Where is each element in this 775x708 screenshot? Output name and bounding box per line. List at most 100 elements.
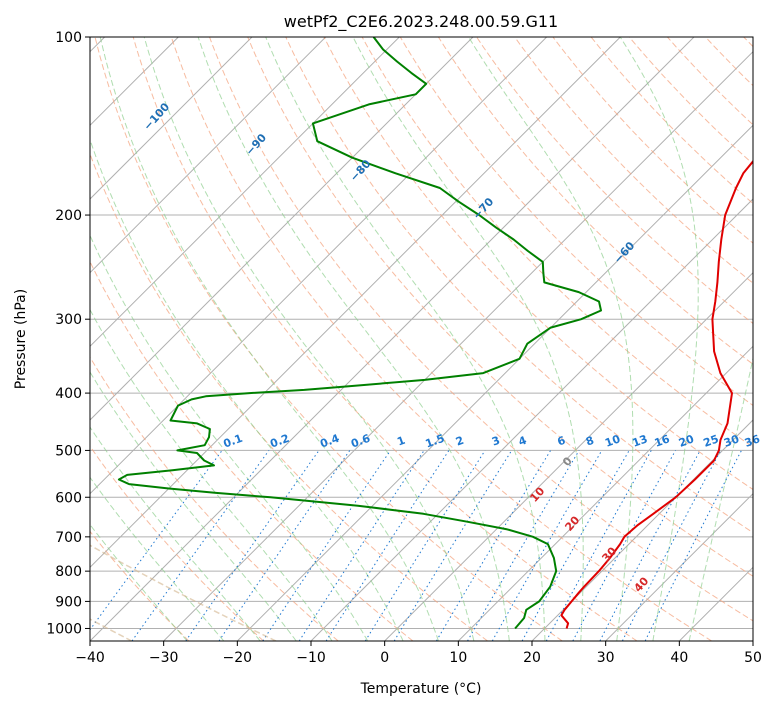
mixing-ratio-label: 30 (722, 432, 741, 450)
moist-adiabat (90, 234, 369, 641)
mixing-ratio-line (90, 450, 223, 631)
mixing-ratio-line (467, 450, 580, 641)
moist-adiabat (352, 37, 584, 641)
mixing-ratio-line (572, 450, 676, 641)
moist-adiabat (197, 37, 510, 641)
dry-adiabat (90, 260, 414, 641)
x-tick-label: −30 (149, 650, 179, 666)
y-axis-label: Pressure (hPa) (13, 289, 29, 389)
mixing-ratio-line (298, 450, 425, 641)
dry-adiabat (90, 152, 488, 641)
mixing-ratio-label: 4 (517, 434, 529, 449)
dewpoint-line (117, 37, 602, 630)
dry-adiabat (132, 37, 638, 641)
isotherm-gridline (90, 37, 253, 200)
x-tick-label: 40 (670, 650, 688, 666)
isotherm-gridline (90, 37, 327, 274)
isotherm-gridline (90, 37, 621, 569)
isotherm-gridline (90, 37, 695, 641)
x-tick-label: −40 (75, 650, 105, 666)
mixing-ratio-label: 0.4 (318, 432, 341, 451)
isotherm-gridline (236, 124, 753, 641)
isotherm-gridline (90, 37, 400, 348)
moist-adiabat (143, 37, 475, 641)
x-axis-label: Temperature (°C) (360, 681, 482, 697)
dry-adiabat (90, 356, 339, 641)
dry-adiabat (399, 37, 753, 407)
temperature-line (560, 159, 753, 629)
mixing-ratio-label: 16 (653, 432, 672, 450)
y-tick-label: 600 (55, 490, 82, 506)
dry-adiabat (514, 37, 753, 284)
mixing-ratio-label: 6 (556, 434, 568, 449)
isotherm-gridline (384, 271, 753, 641)
mixing-ratio-label: 2 (454, 434, 466, 449)
x-tick-label: 0 (380, 650, 389, 666)
isotherm-gridline (605, 492, 753, 641)
x-tick-label: −10 (296, 650, 326, 666)
mixing-ratio-label: 13 (631, 432, 650, 449)
y-tick-label: 800 (55, 564, 82, 580)
mixing-ratio-line (185, 450, 320, 641)
y-tick-label: 500 (55, 443, 82, 459)
dry-adiabat (361, 37, 753, 448)
isotherm-gridline (90, 37, 474, 421)
mixing-ratio-line (393, 450, 513, 641)
mixing-ratio-label: 10 (603, 432, 622, 450)
chart-title: wetPf2_C2E6.2023.248.00.59.G11 (284, 12, 558, 32)
mixing-ratio-line (325, 450, 450, 641)
x-tick-label: 50 (744, 650, 762, 666)
moist-adiabat (90, 476, 225, 641)
dry-adiabat (323, 37, 753, 491)
y-tick-label: 900 (55, 594, 82, 610)
mixing-ratio-label: 20 (677, 432, 696, 450)
mixing-ratio-label: 1.5 (424, 432, 447, 451)
moist-adiabat (90, 371, 297, 641)
moist-adiabat (99, 37, 439, 641)
isotherm-gridline (90, 37, 548, 495)
dry-adiabat (285, 37, 753, 534)
mixing-ratio-label: 8 (584, 434, 596, 449)
mixing-ratio-label: 0.2 (268, 432, 291, 451)
y-tick-label: 400 (55, 386, 82, 402)
isotherm-gridline (531, 419, 753, 641)
y-tick-label: 100 (55, 30, 82, 46)
dry-adiabat (476, 37, 753, 325)
moist-adiabat (265, 37, 546, 641)
y-tick-label: 200 (55, 208, 82, 224)
mixing-ratio-label: 1 (395, 434, 407, 449)
x-tick-label: −20 (223, 650, 253, 666)
dry-adiabat (209, 37, 753, 622)
dry-adiabat (94, 37, 563, 641)
plot-frame (89, 36, 754, 642)
dry-adiabat (90, 530, 190, 641)
mixing-ratio-line (521, 450, 630, 641)
mixing-ratio-label: 3 (490, 434, 502, 449)
mixing-ratio-line (364, 450, 486, 641)
mixing-ratio-label: 36 (743, 432, 762, 450)
x-tick-label: 20 (523, 650, 541, 666)
dry-adiabat (247, 37, 753, 577)
isotherm-gridline (163, 50, 753, 641)
x-tick-label: 10 (449, 650, 467, 666)
y-tick-label: 700 (55, 530, 82, 546)
mixing-ratio-label: 25 (702, 432, 721, 449)
y-tick-label: 1000 (46, 621, 82, 637)
x-tick-label: 30 (597, 650, 615, 666)
y-tick-label: 300 (55, 312, 82, 328)
mixing-ratio-line (545, 450, 652, 641)
dry-adiabat (552, 37, 753, 244)
moist-adiabat (688, 355, 753, 641)
moist-adiabat (90, 138, 404, 641)
moist-adiabat (90, 426, 261, 641)
mixing-ratio-label: 0.6 (349, 432, 372, 451)
moist-adiabat (619, 37, 699, 641)
mixing-ratio-line (131, 450, 270, 641)
mixing-ratio-line (491, 450, 603, 641)
isotherm-gridline (457, 345, 753, 641)
dry-adiabat (437, 37, 753, 365)
mixing-ratio-line (435, 450, 552, 641)
